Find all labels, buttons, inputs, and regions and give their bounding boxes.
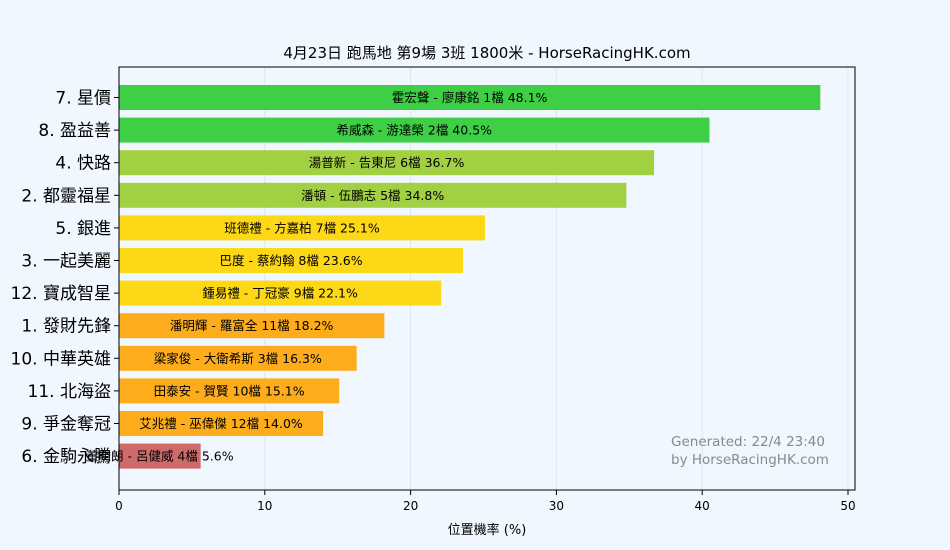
bar-label: 潘頓 - 伍鵬志 5檔 34.8% bbox=[301, 188, 444, 203]
x-axis-label: 位置機率 (%) bbox=[448, 522, 527, 538]
y-tick-label: 6. 金駒永騰 bbox=[21, 447, 111, 467]
bar-label: 董明朗 - 呂健威 4檔 5.6% bbox=[86, 449, 234, 464]
bar-labels: 霍宏聲 - 廖康銘 1檔 48.1% 希威森 - 游達榮 2檔 40.5% 湯普新 … bbox=[86, 90, 548, 464]
chart-title: 4月23日 跑馬地 第9場 3班 1800米 - HorseRacingHK.c… bbox=[283, 44, 690, 62]
bar-label: 巴度 - 蔡約翰 8檔 23.6% bbox=[220, 253, 363, 268]
bar-label: 湯普新 - 告東尼 6檔 36.7% bbox=[309, 155, 465, 170]
bar bbox=[119, 248, 464, 273]
bar-label: 希威森 - 游達榮 2檔 40.5% bbox=[336, 123, 492, 138]
bar bbox=[119, 443, 201, 469]
x-tick-label: 0 bbox=[115, 499, 123, 513]
x-tick-label: 40 bbox=[695, 499, 710, 513]
bar bbox=[119, 150, 655, 176]
bar bbox=[119, 280, 442, 306]
bars bbox=[119, 85, 821, 469]
bar-label: 田泰安 - 賀賢 10檔 15.1% bbox=[154, 383, 305, 398]
y-tick-labels: 7. 星價 8. 盈益善 4. 快路 2. 都靈福星 5. 銀進 3. 一起美麗 12. 寶… bbox=[11, 89, 119, 467]
bar-label: 艾兆禮 - 巫偉傑 12檔 14.0% bbox=[139, 416, 303, 431]
y-tick-label: 2. 都靈福星 bbox=[21, 186, 111, 206]
y-tick-label: 3. 一起美麗 bbox=[21, 252, 111, 272]
x-tick-label: 50 bbox=[840, 499, 855, 513]
y-tick-label: 10. 中華英雄 bbox=[11, 349, 111, 369]
x-tick-label: 30 bbox=[549, 499, 564, 513]
bar-label: 鍾易禮 - 丁冠豪 9檔 22.1% bbox=[202, 286, 358, 301]
bar-label: 潘明輝 - 羅富全 11檔 18.2% bbox=[170, 318, 334, 333]
y-tick-label: 4. 快路 bbox=[55, 154, 111, 174]
x-ticks: 0 10 20 30 40 50 bbox=[115, 490, 856, 513]
y-tick-label: 11. 北海盜 bbox=[28, 382, 111, 402]
y-tick-label: 7. 星價 bbox=[55, 89, 111, 109]
bar bbox=[119, 345, 357, 371]
bar bbox=[119, 313, 385, 339]
bar bbox=[119, 411, 324, 436]
watermark-generated: Generated: 22/4 23:40 bbox=[671, 434, 825, 450]
y-tick-label: 9. 爭金奪冠 bbox=[21, 415, 111, 435]
bar bbox=[119, 182, 627, 208]
watermark-site: by HorseRacingHK.com bbox=[671, 452, 829, 468]
bar-label: 梁家俊 - 大衛希斯 3檔 16.3% bbox=[154, 351, 322, 366]
bar bbox=[119, 378, 340, 404]
y-tick-label: 8. 盈益善 bbox=[38, 121, 111, 141]
y-tick-label: 5. 銀進 bbox=[55, 219, 111, 239]
bar-label: 霍宏聲 - 廖康銘 1檔 48.1% bbox=[392, 90, 548, 105]
x-tick-label: 10 bbox=[257, 499, 272, 513]
bar-label: 班德禮 - 方嘉柏 7檔 25.1% bbox=[224, 220, 380, 235]
bar bbox=[119, 215, 485, 241]
plot-frame bbox=[118, 66, 856, 491]
y-tick-label: 12. 寶成智星 bbox=[11, 283, 111, 304]
bar bbox=[119, 117, 710, 143]
y-tick-label: 1. 發財先鋒 bbox=[21, 317, 111, 337]
x-tick-label: 20 bbox=[403, 499, 418, 513]
bar bbox=[119, 85, 821, 110]
